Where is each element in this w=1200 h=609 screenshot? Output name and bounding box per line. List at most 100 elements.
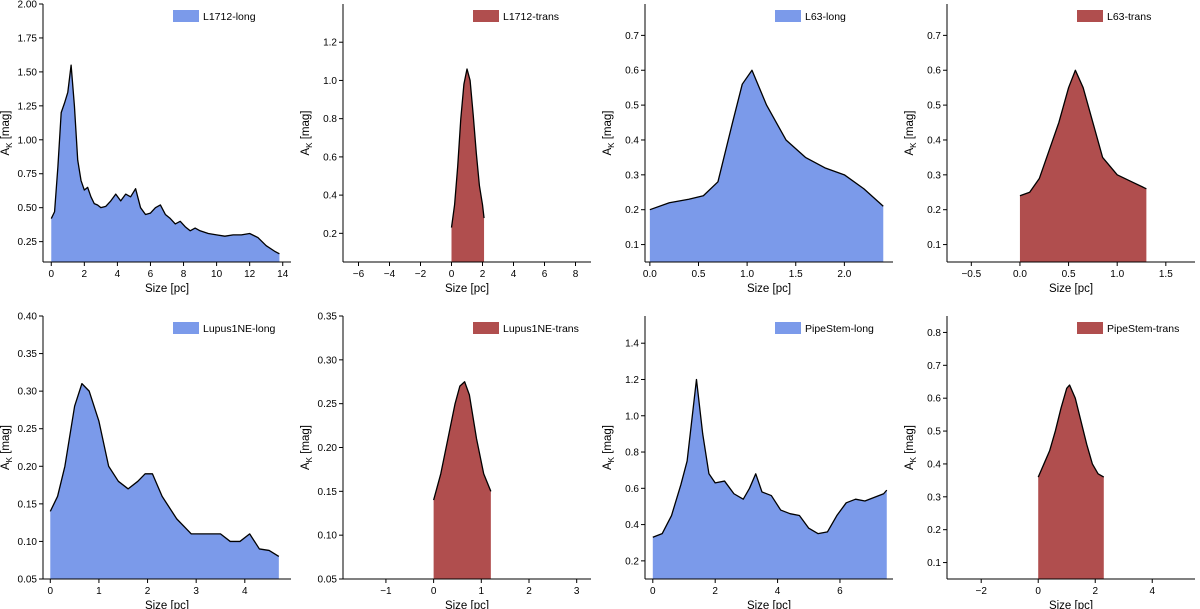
- y-tick-label: 0.4: [927, 135, 941, 146]
- x-tick-label: 3: [193, 586, 199, 597]
- legend: Lupus1NE-long: [173, 322, 276, 335]
- y-tick-label: 2.00: [18, 0, 38, 11]
- x-tick-label: 1.5: [1159, 269, 1173, 280]
- panel-7: 0 2 4 6 0.2 0.4 0.6 0.8 1.0 1.2 1.4 Size [pc] AK [ma…: [602, 316, 893, 609]
- y-tick-label: 0.75: [18, 169, 38, 180]
- y-axis-label-sub: K: [5, 142, 14, 148]
- y-tick-label: 0.05: [318, 575, 338, 586]
- y-tick-label: 1.2: [323, 38, 337, 49]
- x-tick-label: 8: [181, 269, 187, 280]
- series-line: [1019, 69, 1147, 197]
- y-axis-label-sub: K: [5, 456, 14, 462]
- y-tick-label: 0.30: [18, 387, 38, 398]
- y-tick-label: 0.6: [625, 484, 639, 495]
- y-tick-label: 0.4: [625, 520, 639, 531]
- y-tick-label: 0.15: [18, 499, 38, 510]
- area-fill: [433, 381, 491, 579]
- x-tick-label: 2: [1092, 586, 1098, 597]
- y-tick-label: 0.40: [18, 312, 38, 323]
- area-fill: [652, 379, 887, 579]
- y-axis-label-unit: [mag]: [602, 111, 614, 143]
- legend-label: L63-long: [805, 11, 846, 23]
- x-tick-label: −1: [380, 586, 392, 597]
- series-line: [432, 381, 492, 501]
- legend-swatch: [173, 322, 199, 334]
- y-tick-label: 1.2: [625, 375, 639, 386]
- y-axis-label-unit: [mag]: [904, 111, 916, 143]
- x-tick-label: 1.0: [1110, 269, 1124, 280]
- x-axis-label: Size [pc]: [747, 283, 791, 295]
- x-tick-label: 4: [115, 269, 121, 280]
- y-tick-label: 0.4: [323, 191, 337, 202]
- y-axis-label-sub: K: [909, 142, 918, 148]
- panel-2: −6 −4 −2 0 2 4 6 8 0.2 0.4 0.6 0.8 1.0 1.2 Size [pc] AK…: [300, 4, 591, 295]
- y-tick-label: 0.7: [927, 361, 941, 372]
- y-axis-label-unit: [mag]: [300, 425, 312, 457]
- y-axis-label-unit: [mag]: [0, 425, 12, 457]
- x-tick-label: 0: [650, 586, 656, 597]
- legend: PipeStem-long: [775, 322, 874, 335]
- x-tick-label: −6: [353, 269, 365, 280]
- y-tick-label: 0.3: [927, 492, 941, 503]
- legend: PipeStem-trans: [1077, 322, 1179, 335]
- y-tick-label: 1.0: [625, 411, 639, 422]
- y-axis-label-main: A: [904, 462, 916, 470]
- x-tick-label: 0.5: [692, 269, 706, 280]
- y-tick-label: 0.5: [625, 101, 639, 112]
- y-axis-label: AK [mag]: [904, 425, 918, 470]
- series-line: [50, 64, 280, 255]
- series-line: [450, 68, 485, 228]
- x-tick-label: −2: [415, 269, 427, 280]
- y-tick-label: 0.8: [323, 114, 337, 125]
- panel-6: −1 0 1 2 3 0.05 0.10 0.15 0.20 0.25 0.30 0.35 Size […: [300, 312, 591, 609]
- series-line: [1037, 384, 1105, 478]
- panel-4: −0.5 0.0 0.5 1.0 1.5 0.1 0.2 0.3 0.4 0.5 0.6 0.7 Siz…: [904, 4, 1195, 295]
- y-tick-label: 1.25: [18, 101, 38, 112]
- y-tick-label: 0.25: [18, 237, 38, 248]
- y-axis-label: AK [mag]: [904, 111, 918, 156]
- y-axis-label: AK [mag]: [300, 111, 314, 156]
- legend-label: Lupus1NE-trans: [503, 323, 579, 335]
- y-tick-label: 0.2: [927, 525, 941, 536]
- x-tick-label: 1.0: [740, 269, 754, 280]
- area-fill: [1038, 385, 1104, 579]
- legend-label: PipeStem-trans: [1107, 323, 1179, 335]
- y-axis-label-unit: [mag]: [904, 425, 916, 457]
- x-axis-label: Size [pc]: [1049, 600, 1093, 609]
- x-axis-label: Size [pc]: [145, 600, 189, 609]
- y-axis-label: AK [mag]: [300, 425, 314, 470]
- x-tick-label: 0: [48, 586, 54, 597]
- y-tick-label: 0.3: [625, 170, 639, 181]
- legend-label: L63-trans: [1107, 11, 1151, 23]
- panel-5: 0 1 2 3 4 0.05 0.10 0.15 0.20 0.25 0.30 0.35 0.40 Siz…: [0, 312, 291, 609]
- y-axis-label-main: A: [602, 462, 614, 470]
- legend: L63-long: [775, 10, 846, 23]
- panel-8: −2 0 2 4 0.1 0.2 0.3 0.4 0.5 0.6 0.7 0.8 Size [pc] AK…: [904, 316, 1195, 609]
- y-tick-label: 0.7: [625, 31, 639, 42]
- y-axis-label: AK [mag]: [602, 111, 616, 156]
- y-tick-label: 0.35: [318, 312, 338, 323]
- x-axis-label: Size [pc]: [445, 600, 489, 609]
- y-tick-label: 0.2: [927, 205, 941, 216]
- area-fill: [1019, 70, 1147, 263]
- y-tick-label: 0.3: [927, 170, 941, 181]
- x-axis-label: Size [pc]: [145, 283, 189, 295]
- x-axis-label: Size [pc]: [445, 283, 489, 295]
- legend-label: Lupus1NE-long: [203, 323, 276, 335]
- x-tick-label: −0.5: [961, 269, 981, 280]
- y-tick-label: 0.4: [625, 135, 639, 146]
- area-fill: [649, 70, 884, 263]
- y-axis-label: AK [mag]: [602, 425, 616, 470]
- x-tick-label: 0.0: [643, 269, 657, 280]
- y-axis-label-main: A: [0, 147, 12, 155]
- y-tick-label: 0.50: [18, 203, 38, 214]
- x-tick-label: 2: [712, 586, 718, 597]
- legend-swatch: [173, 10, 199, 22]
- y-tick-label: 0.4: [927, 459, 941, 470]
- legend-label: PipeStem-long: [805, 323, 874, 335]
- x-tick-label: 1.5: [789, 269, 803, 280]
- x-tick-label: 6: [148, 269, 154, 280]
- y-axis-label-sub: K: [607, 142, 616, 148]
- y-tick-label: 0.8: [625, 448, 639, 459]
